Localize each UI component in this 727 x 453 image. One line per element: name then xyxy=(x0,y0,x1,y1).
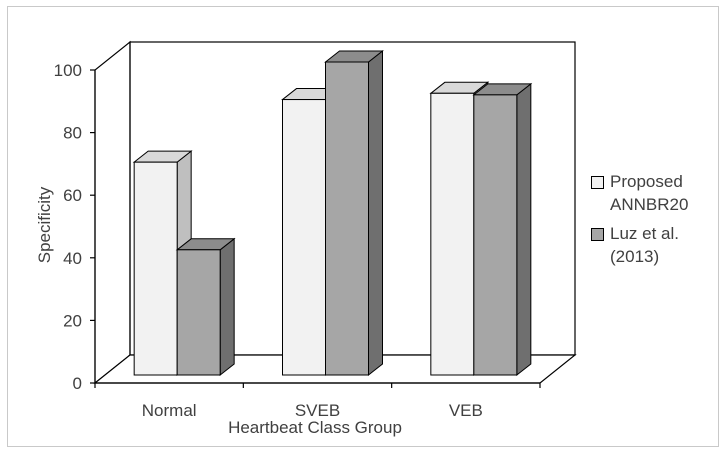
x-tick-label: VEB xyxy=(449,401,483,420)
legend-item-proposed: Proposed ANNBR20 xyxy=(591,170,721,216)
y-axis-label: Specificity xyxy=(35,186,54,263)
bar-front-face xyxy=(282,99,326,376)
y-tick-label: 40 xyxy=(63,249,82,268)
legend-label-luz: Luz et al. (2013) xyxy=(610,224,679,266)
bar-front-face xyxy=(325,61,369,376)
x-tick-label: SVEB xyxy=(295,401,340,420)
legend: Proposed ANNBR20 Luz et al. (2013) xyxy=(591,170,721,274)
bar-front-face xyxy=(473,94,518,376)
y-tick-label: 80 xyxy=(63,124,82,143)
legend-swatch-luz xyxy=(591,228,604,241)
y-tick-label: 0 xyxy=(73,374,82,393)
bar-side-face xyxy=(219,237,235,377)
bar-front-face xyxy=(176,249,221,376)
legend-item-luz: Luz et al. (2013) xyxy=(591,222,721,268)
bar-side-face xyxy=(516,82,532,377)
bar-front-face xyxy=(133,161,178,376)
side-wall xyxy=(94,40,131,385)
bar-normal-luz xyxy=(175,237,236,377)
y-tick-label: 20 xyxy=(63,311,82,330)
bar-front-face xyxy=(430,92,475,376)
bar-side-face xyxy=(368,49,383,377)
y-tick-label: 100 xyxy=(54,61,82,80)
y-tick-label: 60 xyxy=(63,186,82,205)
bar-veb-luz xyxy=(472,82,533,377)
bar-sveb-luz xyxy=(324,49,384,377)
legend-swatch-proposed xyxy=(591,176,604,189)
x-axis-label: Heartbeat Class Group xyxy=(228,418,402,437)
legend-label-proposed: Proposed ANNBR20 xyxy=(610,172,689,214)
x-tick-label: Normal xyxy=(142,401,197,420)
